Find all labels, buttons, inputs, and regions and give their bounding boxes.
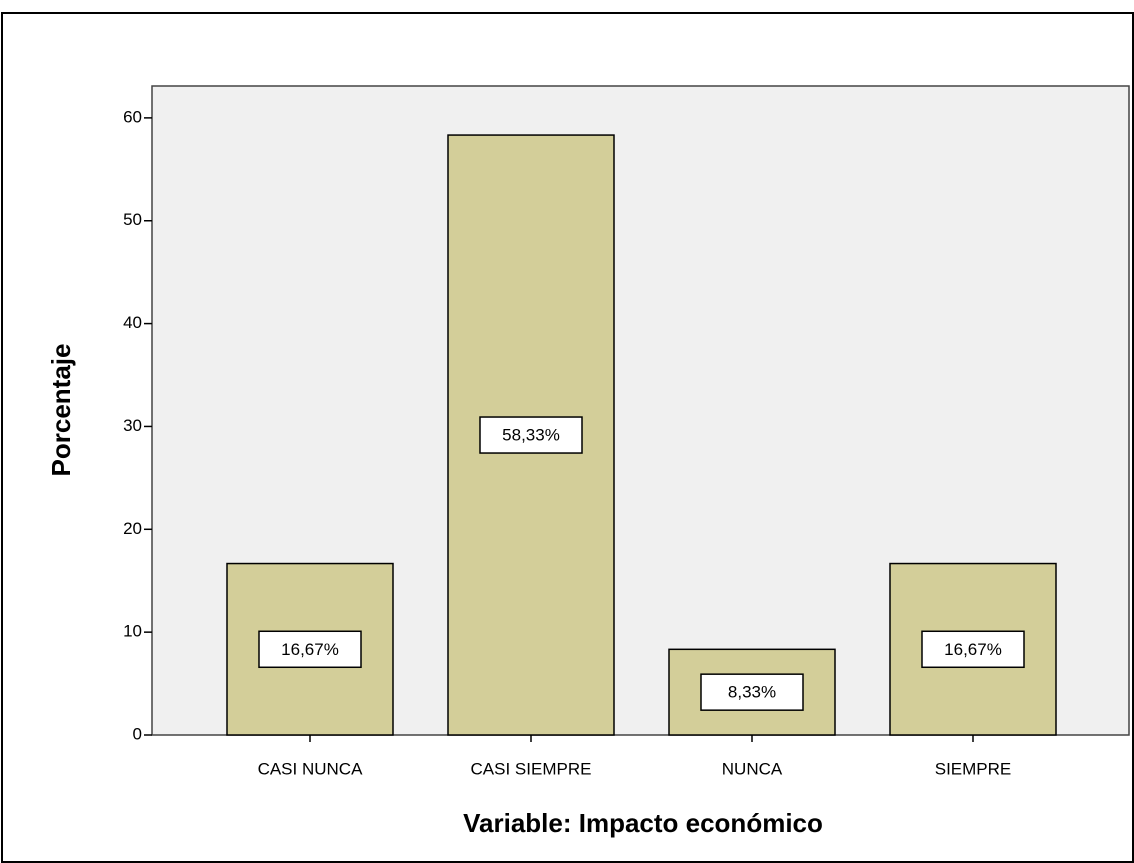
value-label-box — [700, 673, 804, 711]
value-label-box — [921, 630, 1025, 669]
y-tick-label: 0 — [133, 724, 142, 743]
y-tick-label: 20 — [123, 519, 142, 538]
x-tick-label: SIEMPRE — [935, 759, 1012, 778]
value-label: 16,67% — [281, 640, 339, 659]
y-tick-label: 10 — [123, 622, 142, 641]
value-label-box — [479, 416, 583, 454]
x-tick-label: NUNCA — [722, 759, 783, 778]
x-tick-label: CASI NUNCA — [258, 759, 364, 778]
x-tick-label: CASI SIEMPRE — [471, 759, 592, 778]
value-label-box — [258, 630, 362, 669]
bar — [447, 134, 615, 736]
y-tick-label: 60 — [123, 107, 142, 126]
value-label: 8,33% — [728, 683, 776, 702]
y-tick-label: 30 — [123, 416, 142, 435]
y-tick-label: 50 — [123, 210, 142, 229]
x-axis-title: Variable: Impacto económico — [463, 808, 823, 838]
value-label: 16,67% — [944, 640, 1002, 659]
y-tick-label: 40 — [123, 313, 142, 332]
value-label: 58,33% — [502, 426, 560, 445]
y-axis-title: Porcentaje — [46, 344, 76, 477]
